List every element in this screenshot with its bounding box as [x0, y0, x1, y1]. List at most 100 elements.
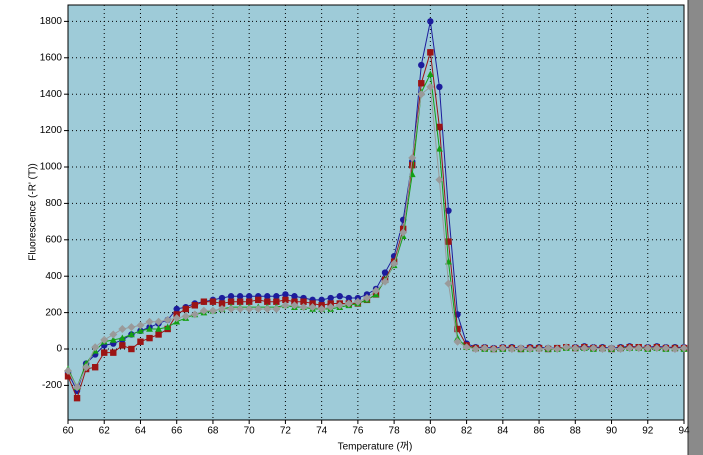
- marker: [362, 294, 371, 303]
- marker: [227, 304, 236, 313]
- marker: [282, 296, 289, 304]
- x-tick-label: 64: [135, 426, 147, 437]
- x-tick-label: 74: [316, 426, 328, 437]
- x-tick-label: 90: [606, 426, 618, 437]
- marker: [471, 345, 480, 354]
- marker: [444, 279, 453, 288]
- marker: [652, 344, 661, 353]
- marker: [236, 298, 244, 305]
- marker: [245, 293, 253, 300]
- marker: [190, 310, 199, 319]
- marker: [643, 344, 652, 353]
- marker: [589, 344, 598, 353]
- marker: [91, 343, 100, 352]
- marker: [462, 343, 471, 352]
- y-tick-label: 0: [56, 344, 62, 355]
- marker: [535, 345, 544, 354]
- marker: [245, 304, 254, 313]
- x-tick-label: 88: [570, 426, 582, 437]
- marker: [109, 336, 117, 343]
- marker: [255, 296, 262, 304]
- marker: [172, 314, 181, 323]
- marker: [408, 153, 417, 162]
- marker: [64, 373, 72, 380]
- y-tick-label: 1000: [40, 162, 63, 173]
- marker: [128, 330, 135, 338]
- marker: [308, 303, 317, 312]
- x-tick-label: 68: [207, 426, 219, 437]
- marker: [544, 344, 553, 353]
- y-tick-label: 200: [45, 307, 62, 318]
- marker: [353, 297, 362, 306]
- marker: [82, 363, 91, 372]
- marker: [436, 145, 443, 152]
- marker: [326, 303, 335, 312]
- marker: [82, 359, 90, 367]
- marker: [236, 304, 245, 313]
- marker: [553, 345, 562, 354]
- marker: [91, 364, 99, 371]
- marker: [236, 293, 244, 300]
- marker: [607, 344, 616, 353]
- x-tick-label: 84: [497, 426, 509, 437]
- x-tick-label: 60: [62, 426, 74, 437]
- y-tick-label: 1800: [40, 16, 63, 27]
- marker: [344, 299, 353, 308]
- marker: [526, 345, 534, 354]
- marker: [598, 345, 607, 354]
- marker: [273, 298, 280, 305]
- marker: [127, 323, 136, 332]
- marker: [445, 238, 452, 245]
- marker: [562, 343, 571, 352]
- x-tick-label: 76: [352, 426, 364, 437]
- marker: [291, 293, 298, 300]
- marker: [418, 61, 425, 69]
- y-tick-label: 1200: [40, 125, 63, 136]
- x-tick-label: 72: [280, 426, 292, 437]
- marker: [128, 345, 135, 353]
- marker: [110, 349, 117, 356]
- marker: [254, 304, 263, 313]
- marker: [417, 90, 426, 99]
- y-tick-label: 1400: [40, 89, 63, 100]
- marker: [427, 18, 434, 25]
- y-tick-label: -200: [42, 380, 62, 391]
- y-tick-label: 800: [45, 198, 62, 209]
- marker: [571, 344, 580, 353]
- marker: [454, 325, 461, 333]
- marker: [445, 207, 452, 214]
- marker: [281, 301, 290, 310]
- marker: [616, 345, 625, 354]
- marker: [290, 301, 299, 310]
- marker: [146, 334, 153, 342]
- x-tick-label: 92: [642, 426, 654, 437]
- marker: [381, 269, 389, 276]
- marker: [181, 312, 190, 321]
- marker: [335, 301, 344, 310]
- marker: [661, 344, 670, 353]
- marker: [173, 305, 180, 313]
- marker: [507, 345, 516, 354]
- marker: [480, 344, 489, 353]
- side-bar: [688, 0, 703, 455]
- x-tick-label: 62: [99, 426, 111, 437]
- x-tick-label: 66: [171, 426, 183, 437]
- x-tick-label: 94: [678, 426, 690, 437]
- marker: [146, 325, 153, 332]
- x-tick-label: 70: [244, 426, 256, 437]
- marker: [245, 298, 253, 305]
- marker: [208, 306, 217, 315]
- marker: [109, 330, 118, 339]
- marker: [200, 298, 208, 305]
- marker: [390, 259, 399, 268]
- plot-area: [67, 4, 685, 421]
- marker: [580, 344, 589, 353]
- marker: [164, 323, 172, 330]
- marker: [273, 293, 280, 300]
- marker: [336, 293, 343, 300]
- marker: [119, 342, 126, 349]
- x-axis-title: Temperature (꺼): [338, 441, 413, 453]
- marker: [272, 304, 281, 313]
- marker: [218, 300, 226, 307]
